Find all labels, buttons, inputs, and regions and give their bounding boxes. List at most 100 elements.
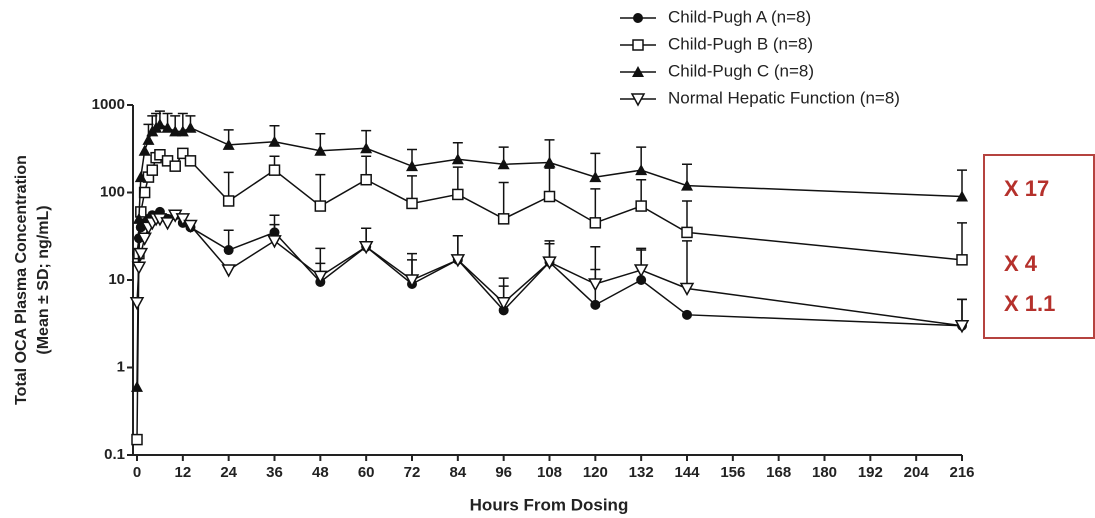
point [543,190,556,203]
point [589,217,602,229]
x-tick-label: 120 [583,464,608,481]
point [268,135,281,147]
point [452,188,464,201]
point [636,275,647,285]
point [160,217,175,231]
point [314,200,327,212]
point [169,125,182,137]
x-tick-label: 144 [674,464,700,481]
point [956,254,968,266]
y-tick-label: 1000 [92,96,125,113]
point [679,282,695,297]
point [267,235,282,249]
error-bar [590,245,601,285]
error-bar [957,222,967,260]
point [142,133,155,145]
point [129,296,145,311]
point [406,160,418,172]
point [590,299,601,310]
annotation: X 1.1 [1004,291,1055,316]
point [132,212,145,224]
y-tick-label: 100 [100,183,125,200]
point [543,156,556,168]
point [138,144,151,156]
point [183,219,198,234]
point [498,305,509,316]
x-tick-label: 168 [766,464,791,481]
point [131,261,147,275]
x-tick-label: 96 [495,464,512,481]
point [956,190,968,202]
y-axis-label: (Mean ± SD; ng/mL) [35,205,52,354]
point [450,254,466,268]
annotation: X 4 [1004,251,1038,276]
point [169,160,181,172]
point [542,256,557,270]
legend-marker [633,13,643,23]
y-axis-label: Total OCA Plasma Concentration [13,155,30,405]
legend-marker [632,39,644,51]
x-tick-label: 216 [949,464,974,481]
x-tick-label: 204 [904,464,930,481]
x-tick-label: 60 [358,464,375,481]
point [635,200,647,212]
point [954,320,970,334]
point [135,206,147,218]
point [404,274,420,288]
legend-marker [630,93,646,107]
annotation: X 17 [1004,176,1049,201]
point [497,158,510,170]
point [221,264,236,278]
point [681,226,693,239]
point [589,171,602,183]
legend-label: Normal Hepatic Function (n=8) [668,88,900,107]
point [176,125,189,137]
y-tick-label: 10 [108,271,125,288]
point [497,213,510,225]
x-tick-label: 108 [537,464,562,481]
legend-marker [632,66,644,77]
legend-label: Child-Pugh B (n=8) [668,34,813,53]
y-tick-label: 1 [117,358,125,375]
point [313,270,328,284]
x-axis-label: Hours From Dosing [470,495,629,514]
legend-label: Child-Pugh C (n=8) [668,61,814,80]
x-tick-label: 24 [220,464,237,481]
point [146,164,159,176]
x-tick-label: 36 [266,464,283,481]
point [360,173,372,186]
x-tick-label: 12 [174,464,191,481]
point [314,144,327,156]
point [222,138,235,150]
point [153,118,166,130]
x-tick-label: 132 [629,464,654,481]
annotation-box [983,154,1095,339]
point [360,142,373,154]
point [496,296,511,311]
point [161,121,174,133]
y-tick-label: 0.1 [104,446,125,463]
error-bar [682,240,692,289]
point [358,240,374,255]
point [154,149,166,161]
point [268,164,281,176]
point [682,309,692,320]
x-tick-label: 0 [133,464,141,481]
point [134,171,147,183]
x-tick-label: 180 [812,464,837,481]
legend-label: Child-Pugh A (n=8) [668,7,811,26]
point [223,245,234,256]
point [131,380,143,392]
series-line [136,214,963,327]
point [137,232,152,246]
point [633,264,649,278]
point [184,155,197,167]
point [133,247,149,262]
x-tick-label: 192 [858,464,883,481]
point [588,278,603,292]
point [635,164,648,176]
point [177,147,189,160]
point [681,179,693,191]
x-tick-label: 156 [720,464,745,481]
